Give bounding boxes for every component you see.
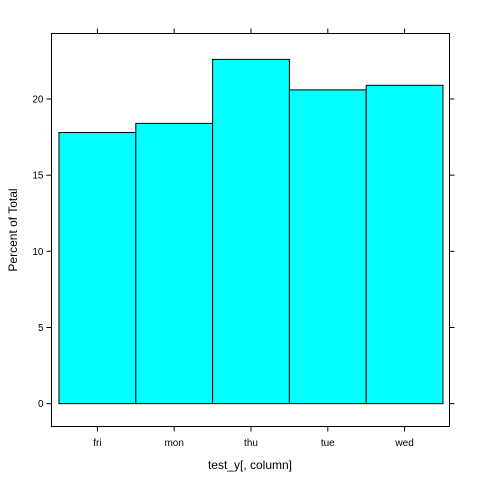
x-tick-label: wed [394,438,413,449]
x-axis: fri mon thu tue wed [93,28,414,449]
y-tick-label: 5 [38,323,44,334]
y-tick-label: 15 [32,171,44,182]
x-tick-label: fri [93,438,101,449]
bar-fri [58,132,137,405]
y-tick-label: 10 [32,247,44,258]
y-axis-title: Percent of Total [6,188,20,271]
bars-group [58,58,444,405]
x-tick-label: thu [244,438,258,449]
y-tick-label: 0 [38,399,44,410]
bar-tue [288,89,367,405]
bar-thu [212,58,290,405]
x-axis-title: test_y[, column] [208,458,292,472]
bar-mon [135,122,214,405]
bar-wed [365,84,444,405]
y-axis: 0 5 10 15 20 [32,95,455,410]
y-tick-label: 20 [32,95,44,106]
x-tick-label: mon [164,438,183,449]
x-tick-label: tue [321,438,335,449]
